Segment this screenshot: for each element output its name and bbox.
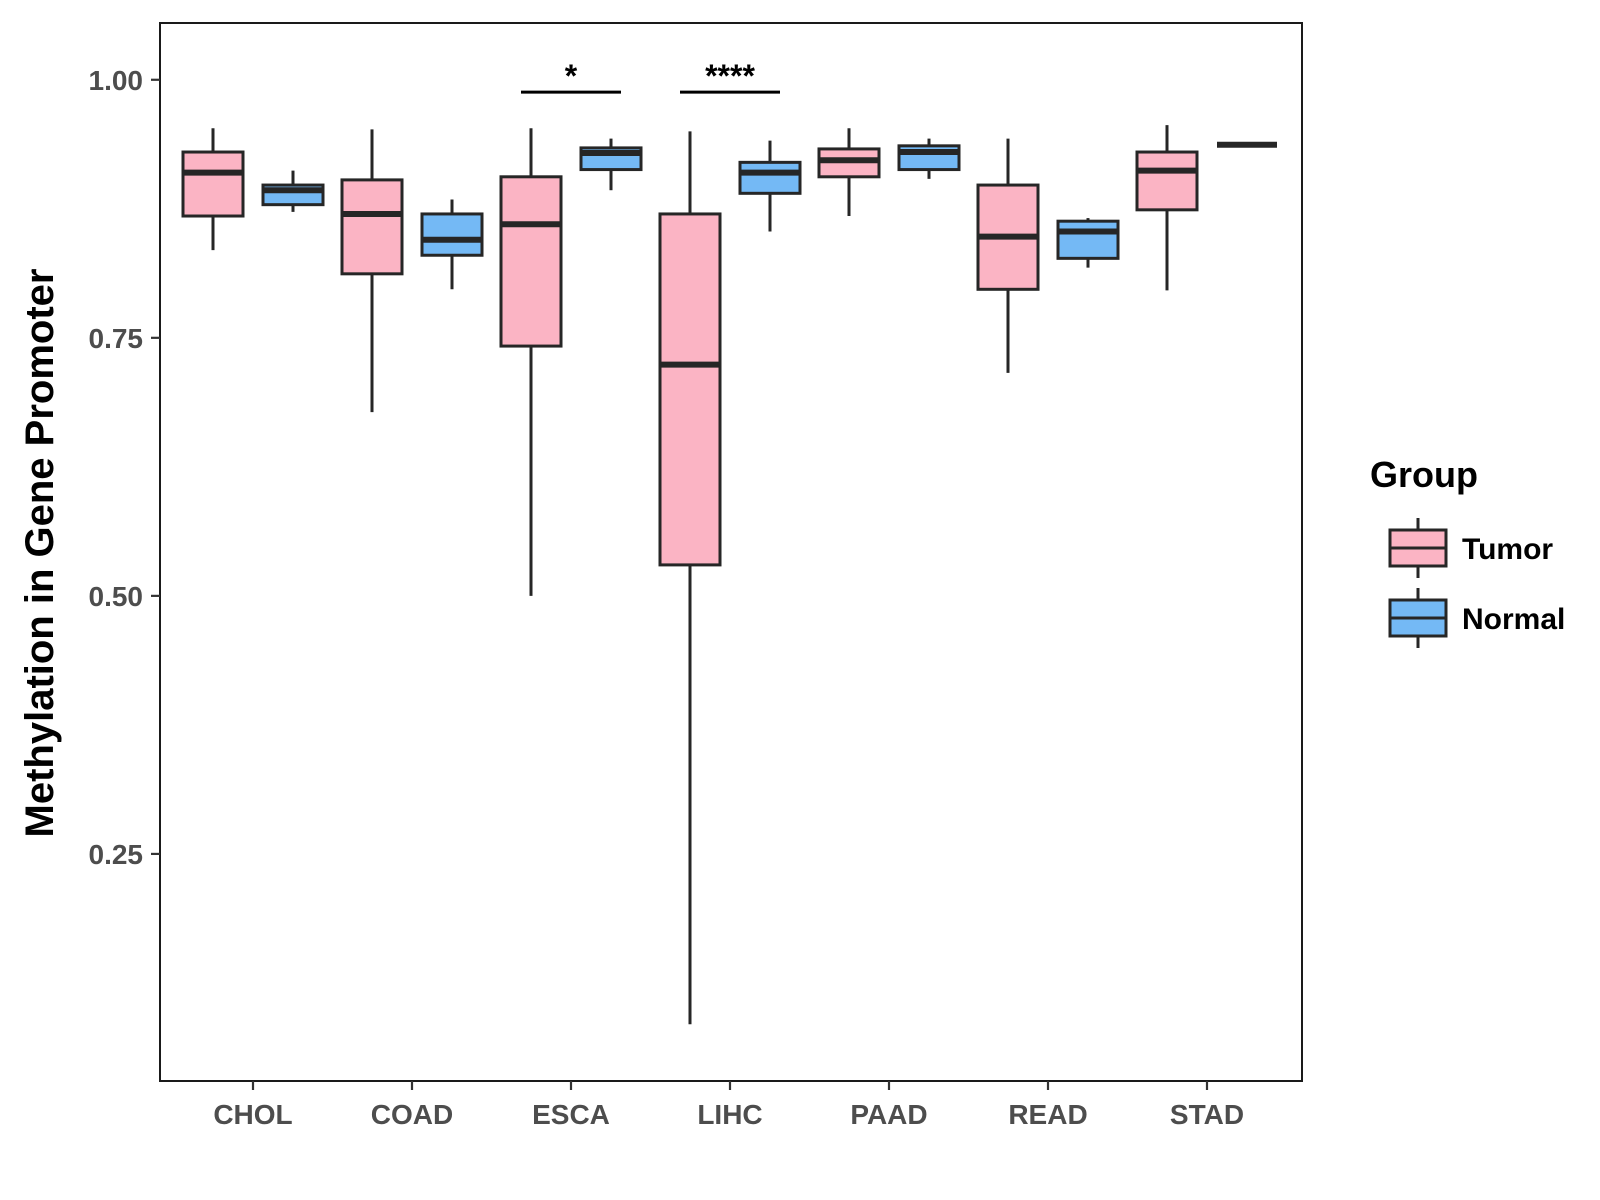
box-iqr <box>1056 219 1120 260</box>
legend: Group Tumor Normal <box>1370 454 1565 648</box>
box-iqr <box>181 150 245 218</box>
x-tick-label: LIHC <box>697 1099 762 1130</box>
x-tick-label: COAD <box>371 1099 453 1130</box>
boxes-layer <box>181 125 1277 1025</box>
box-iqr <box>420 212 484 257</box>
box-normal-lihc <box>738 140 802 232</box>
box-tumor-chol <box>181 128 245 251</box>
box-tumor-coad <box>340 129 404 413</box>
legend-title: Group <box>1370 454 1478 495</box>
plot-panel <box>159 22 1303 1082</box>
box-iqr <box>738 160 802 195</box>
legend-label: Tumor <box>1462 533 1553 566</box>
legend-label: Normal <box>1462 603 1565 636</box>
box-tumor-read <box>976 138 1040 373</box>
significance-label: **** <box>705 58 755 94</box>
box-normal-coad <box>420 199 484 290</box>
box-iqr <box>1135 150 1199 212</box>
x-tick-label: STAD <box>1170 1099 1244 1130</box>
x-tick-label: ESCA <box>532 1099 610 1130</box>
box-normal-read <box>1056 218 1120 268</box>
legend-entry-tumor: Tumor <box>1388 518 1553 578</box>
y-tick-label: 0.75 <box>89 323 144 354</box>
x-axis: CHOL COAD ESCA LIHC PAAD READ STAD <box>213 1081 1244 1130</box>
box-tumor-paad <box>817 128 881 217</box>
box-iqr <box>499 175 563 348</box>
box-normal-paad <box>897 138 961 179</box>
box-normal-chol <box>261 170 325 212</box>
y-axis-title: Methylation in Gene Promoter <box>18 269 62 838</box>
box-normal-esca <box>579 138 643 191</box>
significance-annotations: * **** <box>521 58 780 94</box>
x-tick-label: READ <box>1008 1099 1087 1130</box>
x-tick-label: PAAD <box>850 1099 927 1130</box>
x-tick-label: CHOL <box>213 1099 292 1130</box>
box-tumor-lihc <box>658 131 722 1025</box>
legend-entry-normal: Normal <box>1388 588 1565 648</box>
y-axis: 0.25 0.50 0.75 1.00 <box>89 65 160 870</box>
box-tumor-stad <box>1135 125 1199 291</box>
y-tick-label: 0.25 <box>89 839 144 870</box>
box-tumor-esca <box>499 128 563 596</box>
box-iqr <box>658 212 722 567</box>
y-tick-label: 1.00 <box>89 65 144 96</box>
y-tick-label: 0.50 <box>89 581 144 612</box>
box-iqr <box>340 178 404 276</box>
significance-label: * <box>565 58 578 94</box>
